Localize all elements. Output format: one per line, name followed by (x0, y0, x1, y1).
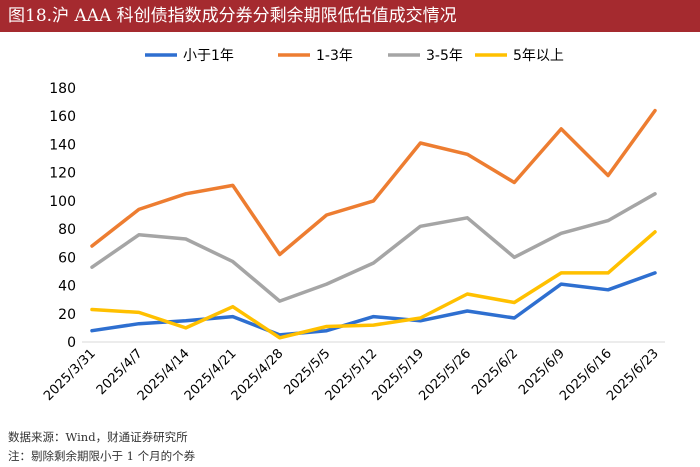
legend-label: 5年以上 (513, 48, 564, 64)
legend-label: 小于1年 (183, 48, 234, 64)
series-line (90, 108, 657, 257)
series-lines (90, 108, 657, 340)
y-tick-label: 20 (58, 307, 76, 323)
y-tick-label: 40 (58, 279, 76, 295)
line-chart: 小于1年 1-3年 3-5年 5年以上 0 20 40 60 80 100 120 140 160 18… (41, 48, 665, 404)
footnote: 注：剔除剩余期限小于 1 个月的个券 (8, 449, 196, 463)
x-tick-label: 2025/3/31 (41, 346, 99, 404)
y-tick-label: 60 (58, 250, 76, 266)
y-tick-label: 180 (49, 81, 76, 97)
series-line (90, 192, 657, 303)
y-tick-label: 120 (49, 166, 76, 182)
y-tick-label: 0 (67, 335, 76, 351)
y-axis: 0 20 40 60 80 100 120 140 160 180 (49, 81, 76, 351)
series-line (90, 271, 657, 337)
y-tick-label: 160 (49, 109, 76, 125)
x-axis: 2025/3/312025/4/72025/4/142025/4/212025/… (41, 341, 665, 404)
figure-title: 图18.沪 AAA 科创债指数成分券分剩余期限低估值成交情况 (0, 0, 700, 32)
series-line (90, 230, 657, 340)
legend-label: 3-5年 (426, 48, 463, 64)
legend-label: 1-3年 (316, 48, 353, 64)
footer: 数据来源：Wind，财通证券研究所 注：剔除剩余期限小于 1 个月的个券 (8, 428, 195, 466)
x-tick-label: 2025/6/2 (469, 346, 521, 398)
y-tick-label: 80 (58, 222, 76, 238)
legend: 小于1年 1-3年 3-5年 5年以上 (145, 48, 564, 64)
y-tick-label: 100 (49, 194, 76, 210)
y-tick-label: 140 (49, 137, 76, 153)
source-note: 数据来源：Wind，财通证券研究所 (8, 430, 188, 444)
